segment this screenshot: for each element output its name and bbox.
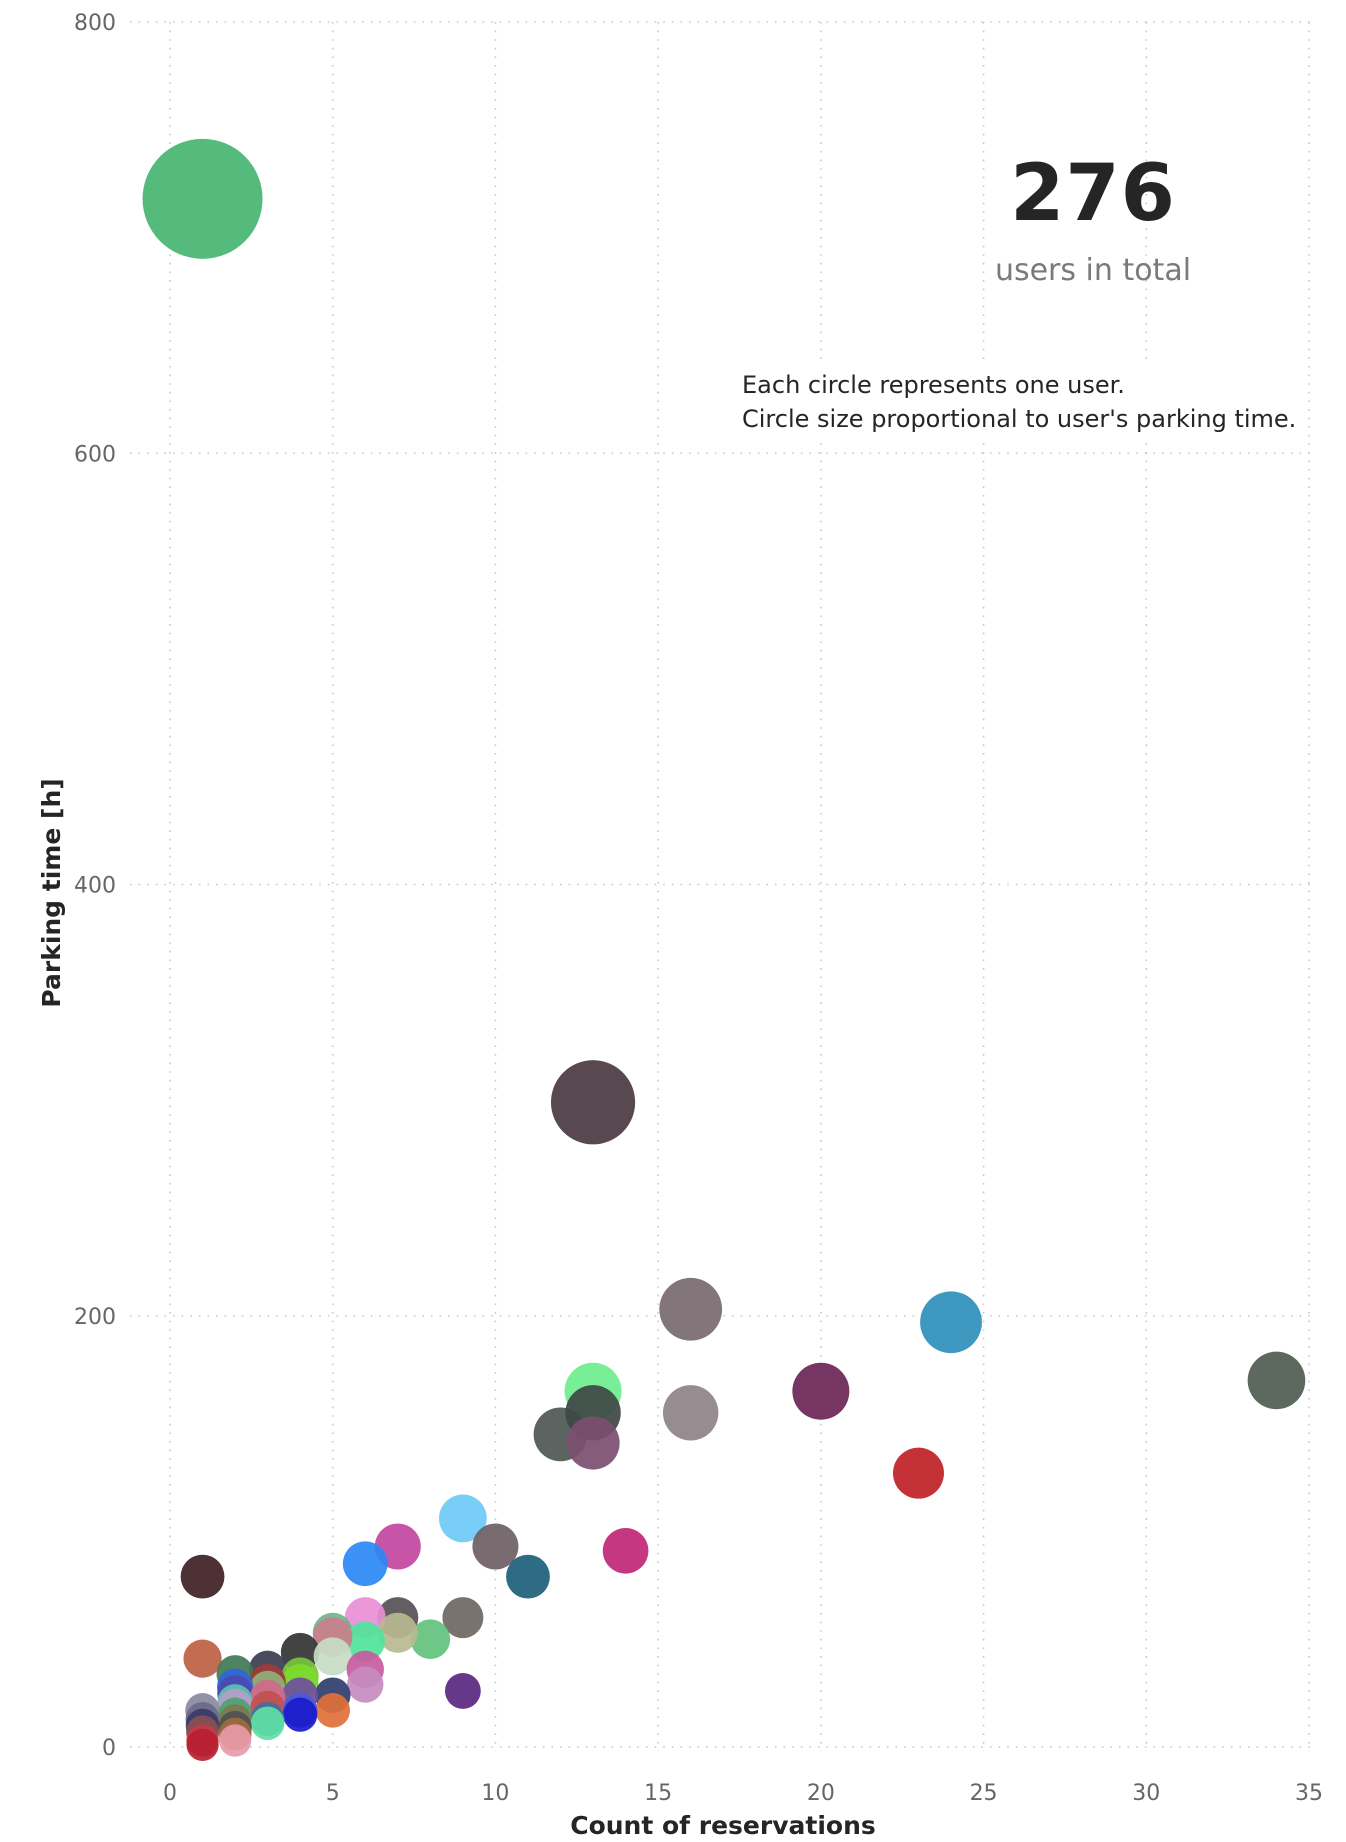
y-tick-label: 200	[74, 1305, 116, 1330]
x-tick-label: 0	[163, 1781, 177, 1806]
data-point	[186, 1728, 219, 1761]
y-tick-label: 600	[74, 442, 116, 467]
data-point	[315, 1693, 351, 1728]
data-point	[442, 1597, 484, 1639]
data-point	[342, 1541, 388, 1587]
y-tick-label: 0	[102, 1736, 116, 1761]
data-point	[1247, 1351, 1306, 1410]
data-point	[410, 1619, 451, 1659]
x-tick-label: 35	[1295, 1781, 1323, 1806]
note-line-1: Each circle represents one user.	[742, 371, 1125, 399]
data-point	[250, 1706, 285, 1741]
data-point	[602, 1527, 649, 1574]
x-tick-label: 10	[481, 1781, 509, 1806]
data-point	[659, 1277, 723, 1341]
data-point	[506, 1554, 550, 1599]
data-point	[283, 1697, 318, 1732]
y-tick-label: 400	[74, 874, 116, 899]
data-point	[183, 1639, 222, 1678]
kpi-label: users in total	[994, 253, 1192, 288]
y-tick-label: 800	[74, 11, 116, 36]
data-point	[377, 1612, 418, 1653]
data-point	[438, 1494, 487, 1543]
x-tick-label: 30	[1132, 1781, 1160, 1806]
data-points	[142, 138, 1306, 1761]
x-axis-title: Count of reservations	[570, 1811, 876, 1840]
data-point	[920, 1291, 982, 1354]
x-tick-label: 15	[644, 1781, 672, 1806]
kpi-value: 276	[1010, 149, 1176, 239]
x-tick-label: 20	[807, 1781, 835, 1806]
data-point	[472, 1523, 519, 1570]
data-point	[550, 1060, 636, 1145]
kpi-card: 276 users in total	[968, 155, 1218, 288]
data-point	[792, 1362, 850, 1420]
data-point	[180, 1554, 225, 1599]
note-line-2: Circle size proportional to user's parki…	[742, 405, 1297, 433]
data-point	[347, 1666, 384, 1703]
y-axis-title: Parking time [h]	[37, 778, 66, 1007]
chart-note: Each circle represents one user. Circle …	[742, 366, 1302, 438]
x-tick-label: 25	[970, 1781, 998, 1806]
x-tick-label: 5	[326, 1781, 340, 1806]
data-point	[892, 1447, 944, 1499]
axis-ticks: 0 200 400 600 800 0 5 10 15 20 25 30 35	[74, 11, 1323, 1806]
data-point	[566, 1416, 620, 1470]
data-point	[662, 1385, 719, 1441]
data-point	[313, 1637, 352, 1676]
data-point	[444, 1673, 481, 1709]
data-point	[218, 1724, 252, 1757]
data-point	[345, 1621, 385, 1662]
data-point	[142, 138, 263, 259]
